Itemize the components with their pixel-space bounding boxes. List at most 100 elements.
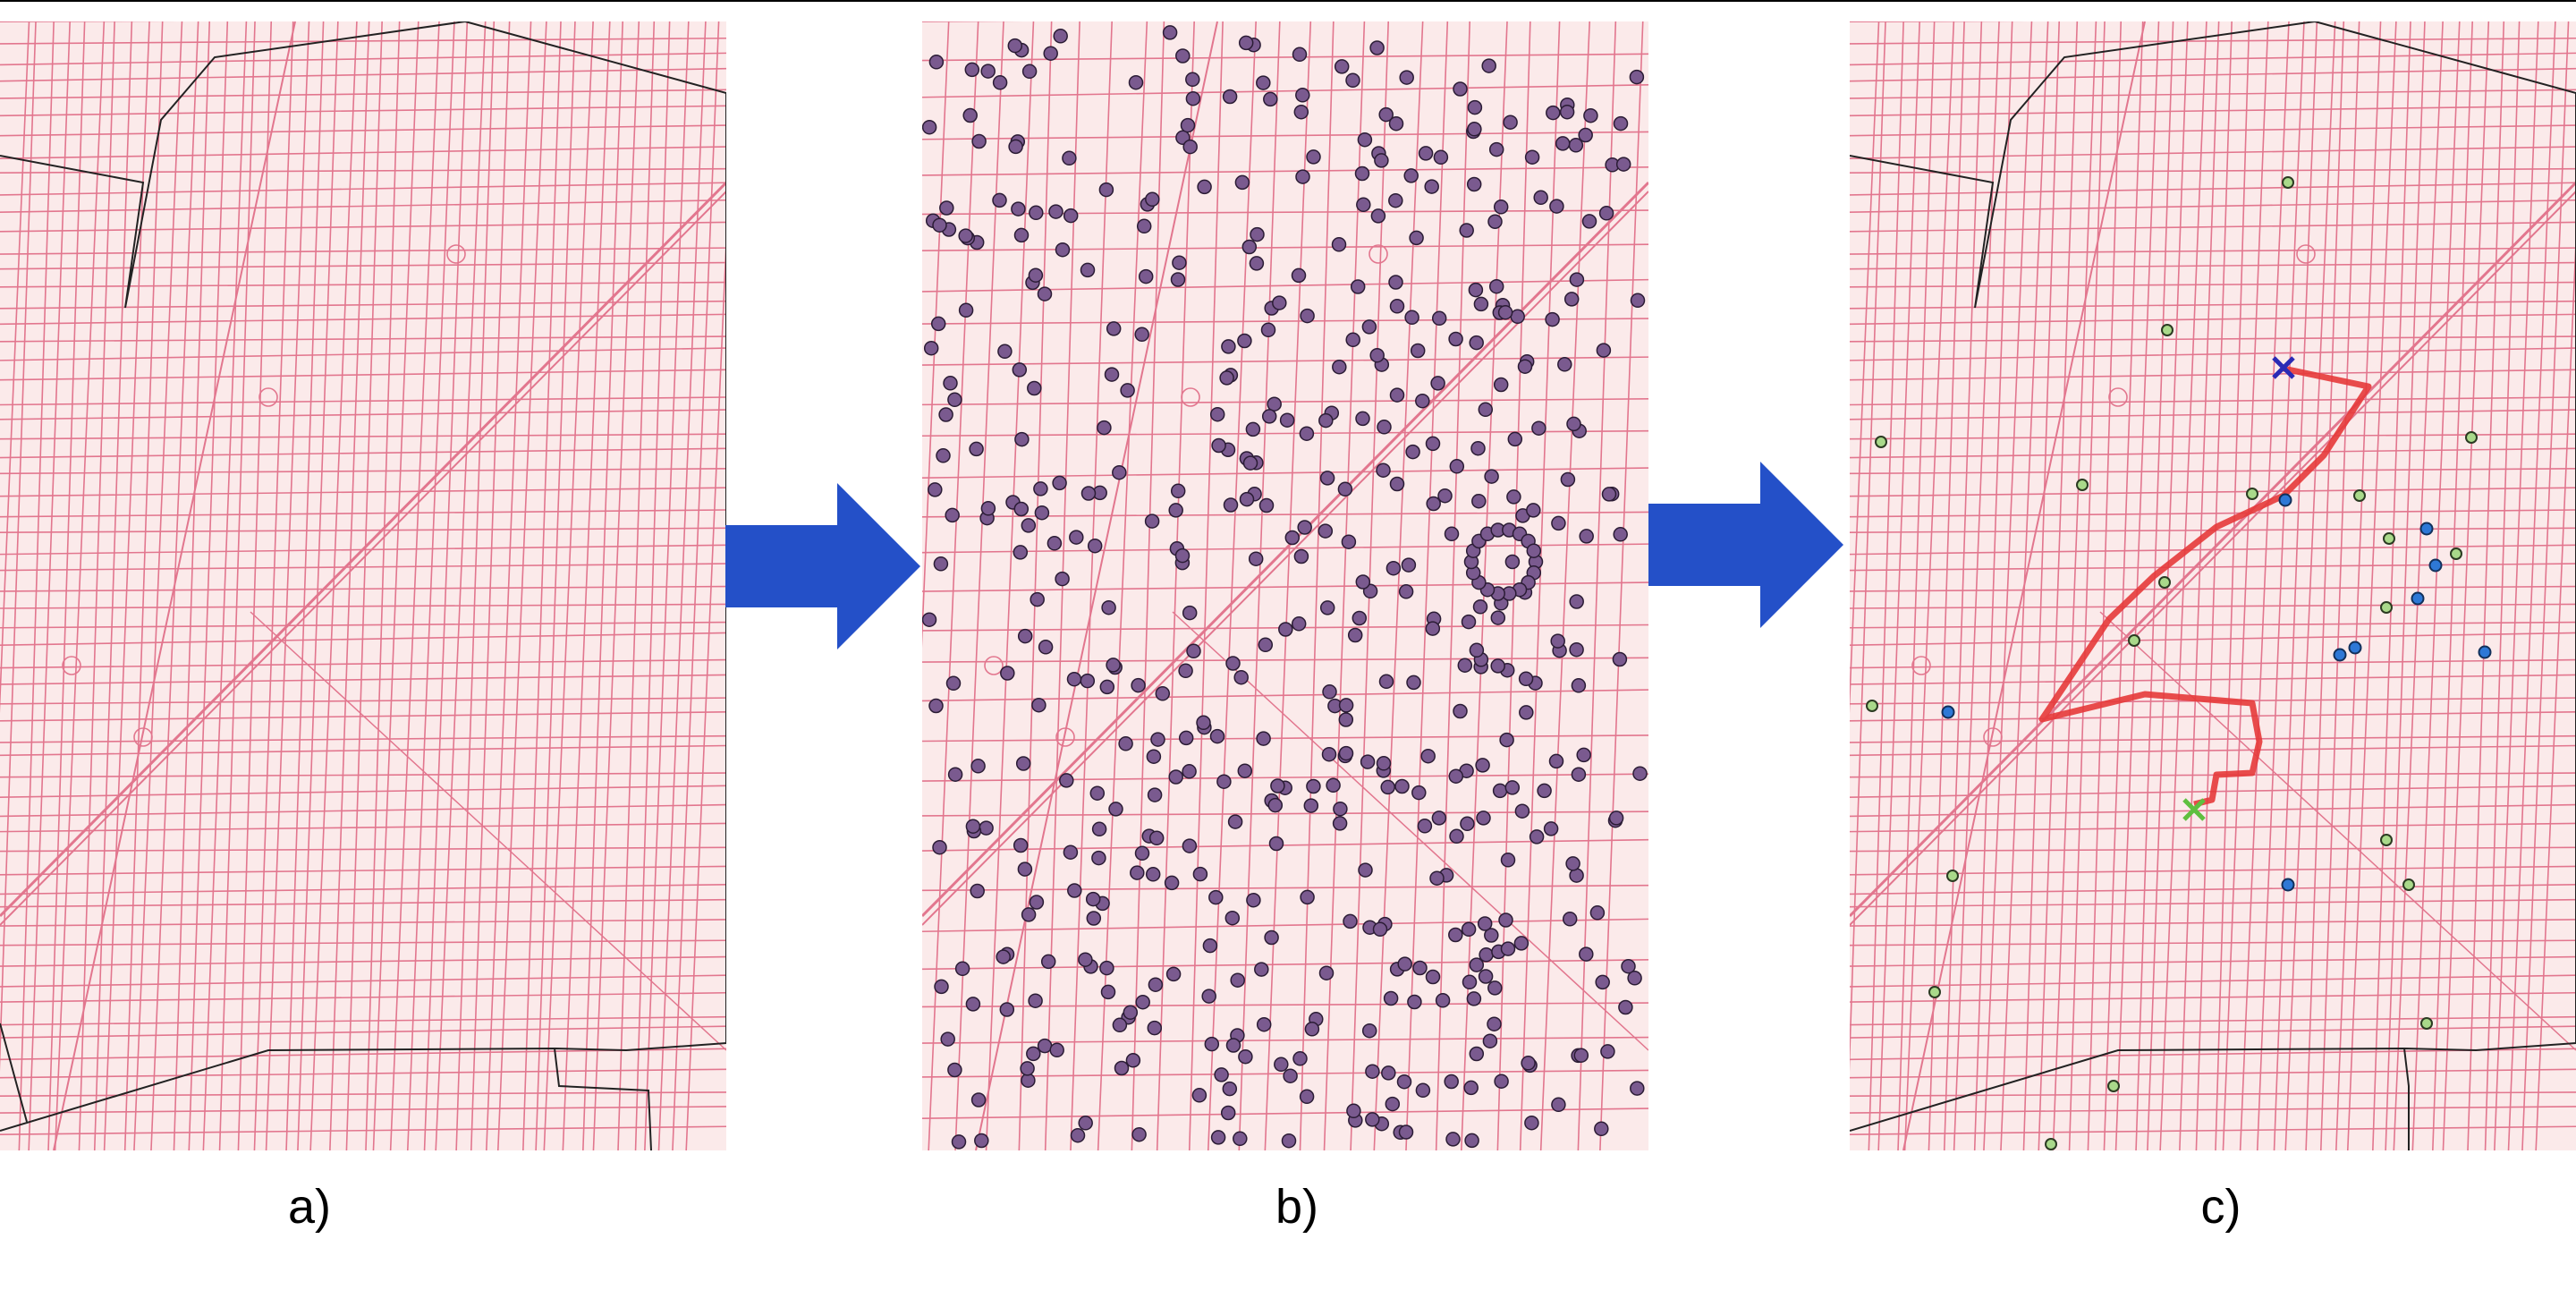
graph-node bbox=[1026, 1046, 1041, 1062]
graph-node bbox=[1272, 295, 1287, 310]
graph-node bbox=[1355, 411, 1370, 427]
graph-node bbox=[1521, 1056, 1536, 1071]
graph-node bbox=[1374, 153, 1389, 168]
graph-node bbox=[970, 883, 985, 899]
graph-node bbox=[1372, 921, 1388, 938]
graph-node bbox=[1130, 865, 1145, 880]
graph-node bbox=[1354, 165, 1370, 182]
graph-node bbox=[1430, 376, 1445, 391]
poi-point bbox=[2278, 493, 2292, 507]
top-border-line bbox=[0, 0, 2576, 2]
graph-node bbox=[1479, 947, 1494, 963]
graph-node bbox=[1256, 731, 1271, 746]
graph-nodes-svg bbox=[922, 21, 1648, 1150]
graph-node bbox=[936, 448, 951, 463]
graph-node bbox=[1473, 296, 1489, 312]
graph-node bbox=[1299, 426, 1315, 441]
graph-node bbox=[1471, 493, 1487, 509]
graph-node bbox=[1114, 1060, 1130, 1076]
graph-node bbox=[1049, 1042, 1064, 1058]
graph-node bbox=[1087, 538, 1103, 554]
graph-node bbox=[1145, 191, 1160, 208]
graph-node bbox=[1407, 994, 1422, 1010]
graph-node bbox=[1120, 383, 1135, 398]
graph-node bbox=[1358, 862, 1373, 878]
graph-node bbox=[1067, 883, 1082, 898]
graph-node bbox=[1292, 47, 1308, 63]
graph-node bbox=[1185, 90, 1201, 106]
graph-node bbox=[1389, 299, 1405, 314]
street-network-map-a bbox=[0, 21, 726, 1150]
graph-node bbox=[1337, 481, 1353, 497]
graph-node bbox=[1601, 487, 1617, 502]
graph-node bbox=[1618, 999, 1633, 1015]
graph-node bbox=[1578, 127, 1593, 143]
graph-node bbox=[943, 376, 958, 391]
graph-node bbox=[1048, 204, 1063, 219]
graph-node bbox=[1055, 571, 1070, 587]
graph-node bbox=[1106, 321, 1122, 336]
graph-node bbox=[1319, 471, 1335, 486]
graph-node bbox=[1598, 206, 1614, 221]
graph-node bbox=[1000, 666, 1015, 681]
graph-node bbox=[1594, 1121, 1609, 1137]
route-map-svg bbox=[1850, 21, 2576, 1150]
graph-node bbox=[1369, 347, 1385, 363]
graph-node bbox=[1238, 1048, 1253, 1065]
graph-node bbox=[1418, 146, 1434, 161]
graph-node bbox=[1233, 669, 1249, 685]
graph-node bbox=[947, 767, 963, 782]
graph-node bbox=[1409, 230, 1424, 246]
graph-node bbox=[1477, 916, 1493, 931]
graph-node bbox=[1490, 658, 1505, 674]
graph-node bbox=[1031, 697, 1046, 713]
graph-node bbox=[1629, 69, 1645, 85]
graph-node bbox=[947, 1062, 962, 1078]
graph-node bbox=[1098, 182, 1114, 198]
poi-point bbox=[2465, 431, 2478, 444]
graph-node bbox=[1146, 749, 1162, 764]
graph-node bbox=[933, 556, 949, 572]
graph-node bbox=[1488, 141, 1504, 157]
graph-node bbox=[999, 1002, 1015, 1017]
graph-node bbox=[1168, 769, 1183, 785]
graph-node bbox=[1557, 357, 1572, 372]
graph-node bbox=[1221, 339, 1236, 354]
graph-node bbox=[1551, 1097, 1566, 1113]
graph-node bbox=[1254, 962, 1269, 977]
graph-node bbox=[1291, 616, 1307, 632]
graph-node bbox=[1630, 293, 1646, 309]
graph-node bbox=[1162, 25, 1178, 40]
graph-node bbox=[1017, 861, 1033, 877]
graph-node bbox=[1118, 736, 1133, 751]
graph-node bbox=[1225, 656, 1241, 671]
graph-node bbox=[1233, 1131, 1248, 1147]
graph-node bbox=[1012, 362, 1028, 378]
graph-node bbox=[1007, 38, 1023, 54]
graph-node bbox=[1227, 814, 1243, 829]
graph-node bbox=[1469, 335, 1484, 351]
graph-node bbox=[1138, 268, 1154, 284]
blue-points bbox=[1941, 493, 2492, 892]
graph-node bbox=[1444, 1074, 1459, 1090]
graph-node bbox=[1426, 496, 1441, 512]
graph-node bbox=[1021, 64, 1038, 80]
graph-node bbox=[1503, 115, 1518, 130]
graph-node bbox=[1518, 671, 1534, 687]
graph-node bbox=[1191, 1088, 1208, 1103]
graph-node bbox=[1475, 758, 1490, 773]
graph-node bbox=[1053, 29, 1068, 44]
graph-node bbox=[1481, 58, 1496, 73]
graph-node bbox=[1621, 958, 1636, 974]
graph-node bbox=[1429, 870, 1445, 886]
graph-node bbox=[1595, 974, 1610, 990]
graph-node bbox=[1504, 780, 1521, 795]
graph-node bbox=[1417, 819, 1433, 834]
graph-node bbox=[1224, 910, 1241, 926]
graph-node bbox=[1192, 866, 1208, 882]
graph-node bbox=[1128, 74, 1144, 90]
graph-node bbox=[1284, 530, 1301, 546]
graph-node bbox=[1469, 642, 1485, 658]
graph-node bbox=[1299, 1089, 1315, 1105]
graph-node bbox=[1385, 560, 1402, 576]
